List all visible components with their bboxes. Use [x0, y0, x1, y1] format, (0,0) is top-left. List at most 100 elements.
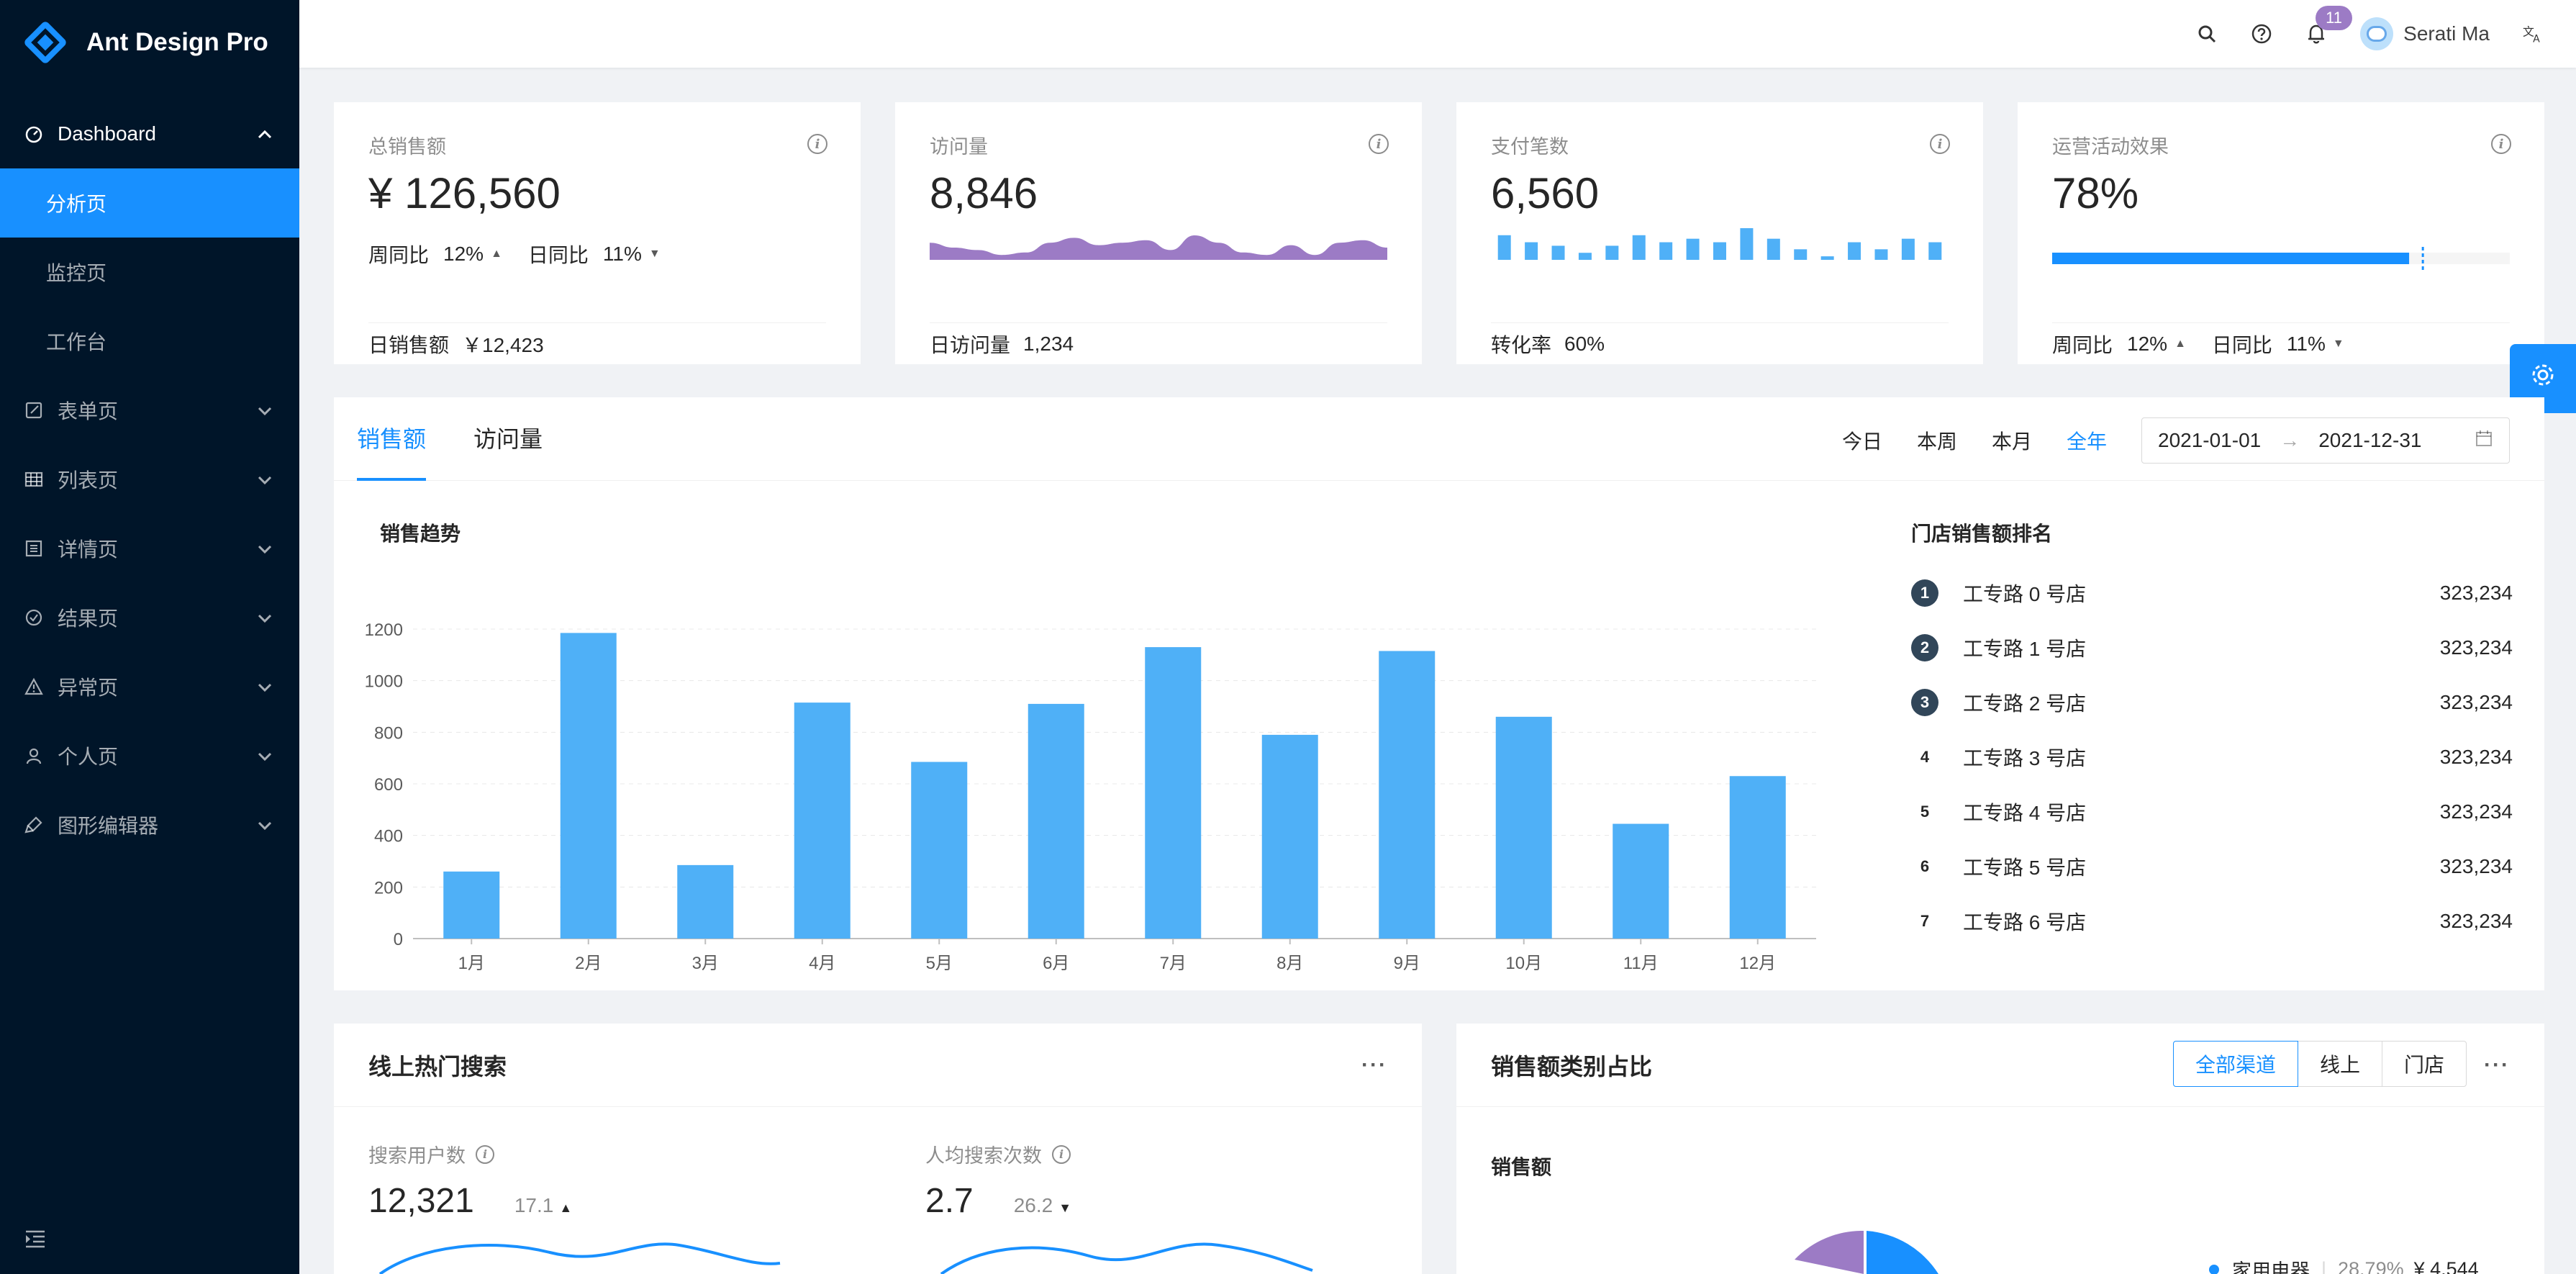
payments-bar	[1901, 238, 1915, 260]
channel-online-button[interactable]: 线上	[2297, 1041, 2382, 1087]
sidebar-item-form[interactable]: 表单页	[0, 376, 299, 445]
bell-icon[interactable]: 11	[2305, 6, 2353, 45]
stat-value: 78%	[2052, 169, 2139, 217]
mini-value-number: 12,321	[368, 1182, 474, 1220]
payments-bar	[1820, 256, 1834, 260]
help-icon[interactable]	[2251, 23, 2272, 45]
date-start[interactable]: 2021-01-01	[2158, 429, 2262, 451]
sidebar-item-label: 个人页	[58, 746, 119, 768]
x-tick-label: 12月	[1739, 954, 1776, 973]
range-year[interactable]: 全年	[2066, 430, 2107, 453]
stat-footer: 日销售额 ￥12,423	[368, 322, 826, 364]
chart-bar	[1495, 716, 1552, 939]
tab-sales[interactable]: 销售额	[357, 421, 427, 481]
date-range-picker[interactable]: 2021-01-01 → 2021-12-31	[2141, 417, 2510, 464]
payments-bar	[1632, 235, 1646, 260]
payments-bar	[1767, 238, 1780, 260]
rank-item: 7 工专路 6 号店 323,234	[1911, 894, 2513, 949]
x-tick-label: 10月	[1505, 954, 1542, 973]
sidebar-item-workplace[interactable]: 工作台	[46, 331, 107, 353]
ellipsis-icon[interactable]: ···	[1361, 1052, 1387, 1077]
sidebar-item-monitor[interactable]: 监控页	[46, 262, 107, 284]
payments-bar	[1794, 249, 1808, 260]
tab-visits[interactable]: 访问量	[473, 426, 543, 452]
sidebar-item-profile[interactable]: 详情页	[0, 514, 299, 583]
card-title: 线上热门搜索 ···	[334, 1024, 1422, 1107]
warning-icon	[23, 677, 45, 696]
info-icon[interactable]: i	[476, 1144, 494, 1164]
user-menu[interactable]: Serati Ma	[2360, 17, 2490, 50]
channel-all-button[interactable]: 全部渠道	[2172, 1041, 2298, 1087]
mini-label-text: 人均搜索次数	[925, 1145, 1042, 1167]
trend-label: 日同比	[527, 244, 589, 266]
channel-stores-button[interactable]: 门店	[2381, 1041, 2467, 1087]
rank-store-value: 323,234	[2439, 800, 2513, 823]
card-title: 销售额类别占比 全部渠道 线上 门店 ···	[1456, 1024, 2544, 1107]
menu-fold-icon[interactable]	[24, 1229, 46, 1254]
chart-bar	[1379, 651, 1436, 939]
caret-up-icon: ▲	[2174, 337, 2186, 350]
logo[interactable]: Ant Design Pro	[0, 0, 299, 85]
range-today[interactable]: 今日	[1841, 430, 1882, 453]
rank-store-name: 工专路 4 号店	[1963, 802, 2087, 824]
legend-percent: 28.79%	[2338, 1258, 2404, 1274]
search-icon[interactable]	[2196, 23, 2218, 45]
payments-bar	[1497, 235, 1511, 260]
sidebar-item-result[interactable]: 结果页	[0, 583, 299, 652]
payments-bar	[1848, 242, 1861, 260]
info-icon[interactable]: i	[1369, 134, 1389, 154]
stat-title: 运营活动效果	[2052, 136, 2169, 158]
date-end[interactable]: 2021-12-31	[2318, 429, 2422, 451]
rank-store-name: 工专路 2 号店	[1963, 692, 2087, 715]
sidebar-item-label: 表单页	[58, 400, 119, 423]
progress-bar	[2052, 247, 2510, 270]
stat-title: 支付笔数	[1491, 136, 1569, 158]
ellipsis-icon[interactable]: ···	[2484, 1052, 2510, 1077]
x-tick-label: 4月	[809, 954, 835, 973]
info-icon[interactable]: i	[2491, 134, 2511, 154]
chevron-down-icon	[258, 401, 272, 420]
rank-store-name: 工专路 6 号店	[1963, 911, 2087, 934]
payments-bar	[1874, 249, 1888, 260]
stat-footer: 转化率 60%	[1491, 322, 1949, 364]
stat-value: 6,560	[1491, 169, 1600, 217]
payments-bar	[1525, 242, 1538, 260]
chart-bar	[1028, 703, 1084, 939]
chevron-down-icon	[258, 470, 272, 489]
y-tick-label: 400	[374, 827, 403, 846]
range-week[interactable]: 本周	[1916, 430, 1957, 453]
mini-label-text: 搜索用户数	[368, 1145, 466, 1167]
rank-number: 7	[1911, 908, 1938, 935]
legend-value: ¥ 4,544	[2413, 1258, 2479, 1274]
trend-value: 11%	[602, 243, 642, 265]
calendar-icon	[2475, 429, 2493, 453]
trend-label: 日同比	[2211, 333, 2272, 356]
info-icon[interactable]: i	[807, 134, 827, 154]
stat-card-sales: 总销售额 i ¥ 126,560 周同比 12% ▲ 日同比 11% ▼ 日销售…	[334, 102, 861, 364]
rank-number: 6	[1911, 853, 1938, 880]
range-month[interactable]: 本月	[1991, 430, 2032, 453]
card-title-text: 线上热门搜索	[368, 1053, 507, 1080]
rank-item: 1 工专路 0 号店 323,234	[1911, 566, 2513, 620]
trend-value: 12%	[443, 243, 484, 265]
rank-item: 2 工专路 1 号店 323,234	[1911, 620, 2513, 675]
info-icon[interactable]: i	[1930, 134, 1950, 154]
sidebar-item-account[interactable]: 个人页	[0, 721, 299, 790]
sales-bar-chart: 0 200 400 600 800 1000 1200 1月 2月 3月 4月 5月 6月 7月 8月 9月 1…	[365, 620, 1816, 973]
sales-extra: 今日 本周 本月 全年 2021-01-01 → 2021-12-31	[1842, 417, 2510, 464]
sidebar-item-dashboard[interactable]: Dashboard	[0, 99, 299, 168]
mini-value: 12,321 17.1 ▲	[368, 1181, 572, 1221]
x-tick-label: 2月	[575, 954, 602, 973]
sidebar-item-exception[interactable]: 异常页	[0, 652, 299, 721]
footer-label: 日访问量	[930, 333, 1011, 356]
sidebar-item-list[interactable]: 列表页	[0, 445, 299, 514]
sidebar-item-analysis[interactable]: 分析页	[0, 168, 299, 238]
chart-bar	[1145, 647, 1202, 939]
info-icon[interactable]: i	[1052, 1144, 1071, 1164]
sidebar-item-editor[interactable]: 图形编辑器	[0, 790, 299, 859]
pie-chart	[1795, 1231, 1938, 1274]
rank-list: 1 工专路 0 号店 323,234 2 工专路 1 号店 323,234 3 工专路 2 号…	[1911, 566, 2513, 949]
card-title-text: 销售额类别占比	[1491, 1053, 1653, 1080]
progress-fill	[2052, 253, 2410, 264]
